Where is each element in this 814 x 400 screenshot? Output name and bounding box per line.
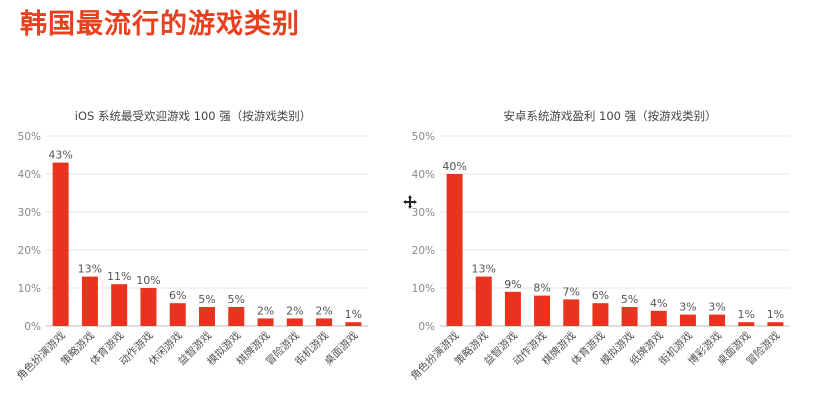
data-label: 5%	[198, 293, 215, 306]
bar	[345, 322, 362, 326]
data-label: 6%	[169, 289, 186, 302]
y-tick-label: 0%	[418, 321, 435, 333]
data-label: 1%	[738, 308, 755, 321]
data-label: 4%	[650, 297, 667, 310]
data-label: 3%	[679, 301, 696, 314]
y-tick-label: 0%	[24, 321, 41, 333]
data-label: 1%	[767, 308, 784, 321]
bar	[446, 174, 463, 326]
y-tick-label: 30%	[18, 207, 41, 219]
data-label: 43%	[48, 149, 72, 162]
bar	[563, 299, 580, 326]
data-label: 10%	[136, 274, 160, 287]
data-label: 2%	[257, 304, 274, 317]
bar	[140, 288, 157, 326]
y-tick-label: 50%	[18, 131, 41, 143]
bar	[316, 318, 333, 326]
y-tick-label: 30%	[412, 207, 435, 219]
data-label: 2%	[315, 304, 332, 317]
bar	[767, 322, 784, 326]
data-label: 8%	[533, 282, 550, 295]
bar	[199, 307, 215, 326]
x-tick-label: 角色扮演游戏	[14, 329, 68, 383]
y-tick-label: 20%	[412, 245, 435, 257]
bar	[286, 318, 303, 326]
data-label: 13%	[472, 263, 496, 276]
chart-title: iOS 系统最受欢迎游戏 100 强（按游戏类别）	[75, 109, 311, 123]
data-label: 13%	[78, 263, 102, 276]
bar	[621, 307, 638, 326]
data-label: 11%	[107, 270, 131, 283]
y-tick-label: 10%	[412, 283, 435, 295]
bar	[679, 314, 696, 326]
page-title: 韩国最流行的游戏类别	[20, 9, 300, 40]
android-top100-chart: 安卓系统游戏盈利 100 强（按游戏类别） 0% 10% 20% 30% 40% 50% 40…	[408, 109, 790, 383]
bar	[111, 284, 128, 326]
data-label: 3%	[708, 301, 725, 314]
y-tick-label: 50%	[412, 131, 435, 143]
chart-title: 安卓系统游戏盈利 100 强（按游戏类别）	[503, 109, 716, 123]
bar	[709, 314, 726, 326]
bar	[52, 162, 69, 326]
data-label: 5%	[621, 293, 638, 306]
bar	[592, 303, 609, 326]
y-tick-label: 20%	[18, 245, 41, 257]
data-label: 5%	[228, 293, 245, 306]
data-label: 2%	[286, 304, 303, 317]
bar	[257, 318, 274, 326]
bar	[738, 322, 755, 326]
bar	[228, 307, 245, 326]
y-tick-label: 40%	[412, 169, 435, 181]
bar	[475, 276, 492, 326]
bar	[650, 310, 667, 326]
y-tick-label: 40%	[18, 169, 41, 181]
bar	[534, 295, 551, 326]
data-label: 1%	[345, 308, 362, 321]
y-tick-label: 10%	[18, 283, 41, 295]
bar	[504, 291, 521, 326]
ios-top100-chart: iOS 系统最受欢迎游戏 100 强（按游戏类别） 0% 10% 20% 30% 40% 5…	[14, 109, 368, 383]
bar	[81, 276, 98, 326]
move-cursor-icon	[403, 195, 417, 209]
x-tick-label: 角色扮演游戏	[408, 329, 462, 383]
data-label: 7%	[563, 285, 580, 298]
bar	[169, 303, 186, 326]
data-label: 9%	[504, 278, 521, 291]
data-label: 6%	[592, 289, 609, 302]
data-label: 40%	[442, 160, 466, 173]
